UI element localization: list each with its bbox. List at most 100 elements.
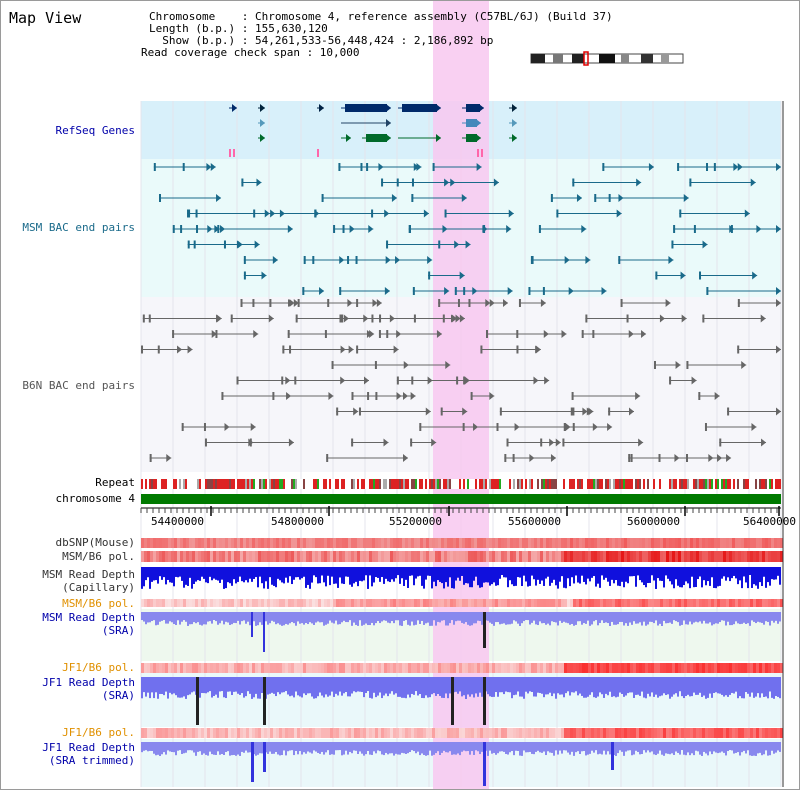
depth-bar bbox=[563, 742, 565, 751]
depth-bar bbox=[763, 612, 765, 625]
depth-bar bbox=[231, 567, 233, 586]
depth-bar bbox=[381, 742, 383, 755]
heat-cell bbox=[624, 728, 627, 738]
gene-arrow bbox=[386, 104, 391, 112]
repeat-mark bbox=[215, 479, 217, 489]
depth-bar bbox=[233, 677, 235, 692]
heat-cell bbox=[657, 663, 660, 673]
depth-bar bbox=[653, 742, 655, 755]
depth-bar bbox=[649, 612, 651, 622]
track-label-b6n-bac[interactable]: B6N BAC end pairs bbox=[22, 379, 135, 392]
depth-bar bbox=[327, 612, 329, 624]
repeat-mark bbox=[597, 479, 599, 489]
depth-bar bbox=[173, 567, 175, 587]
depth-bar bbox=[491, 612, 493, 624]
heat-cell bbox=[189, 551, 192, 562]
repeat-mark bbox=[575, 479, 577, 489]
bac-end bbox=[172, 330, 175, 338]
depth-bar bbox=[557, 677, 559, 694]
depth-bar bbox=[771, 567, 773, 580]
depth-bar bbox=[443, 612, 445, 621]
bac-end bbox=[328, 392, 334, 400]
heat-cell bbox=[288, 599, 291, 607]
repeat-mark bbox=[703, 479, 705, 489]
depth-bar bbox=[235, 567, 237, 584]
depth-bar bbox=[385, 742, 387, 753]
depth-bar bbox=[187, 567, 189, 586]
track-label-msm-read-depth-capillary: MSM Read Depth (Capillary) bbox=[42, 568, 135, 594]
heat-cell bbox=[141, 728, 144, 738]
depth-bar bbox=[195, 742, 197, 756]
depth-bar bbox=[771, 612, 773, 621]
bac-end bbox=[181, 423, 184, 431]
gene-exon bbox=[466, 119, 477, 127]
heat-cell bbox=[762, 599, 765, 607]
heat-cell bbox=[726, 551, 729, 562]
heat-cell bbox=[738, 599, 741, 607]
depth-bar bbox=[211, 742, 213, 755]
bac-end bbox=[288, 299, 294, 307]
bac-end bbox=[454, 240, 460, 249]
track-label-refseq-genes[interactable]: RefSeq Genes bbox=[55, 124, 135, 137]
repeat-mark bbox=[189, 479, 191, 489]
repeat-mark bbox=[689, 479, 691, 489]
depth-bar bbox=[493, 567, 495, 583]
depth-bar bbox=[631, 612, 633, 625]
heat-cell bbox=[723, 551, 726, 562]
gene-exon bbox=[366, 134, 387, 142]
heat-cell bbox=[693, 663, 696, 673]
bac-end bbox=[413, 163, 419, 171]
depth-bar bbox=[499, 677, 501, 693]
bac-end bbox=[427, 256, 433, 264]
depth-bar bbox=[653, 567, 655, 581]
track-label-msm-b6-pol-sra: MSM/B6 pol. bbox=[62, 597, 135, 610]
depth-bar bbox=[331, 742, 333, 755]
depth-bar bbox=[343, 742, 345, 755]
bac-end bbox=[673, 225, 676, 233]
depth-bar bbox=[615, 677, 617, 698]
repeat-mark bbox=[305, 479, 307, 489]
depth-bar bbox=[647, 612, 649, 625]
repeat-mark bbox=[457, 479, 459, 489]
depth-bar bbox=[175, 677, 177, 696]
heat-cell bbox=[249, 538, 252, 548]
heat-cell bbox=[486, 728, 489, 738]
repeat-mark bbox=[627, 479, 629, 489]
heat-cell bbox=[738, 551, 741, 562]
depth-bar bbox=[447, 612, 449, 626]
depth-bar bbox=[769, 567, 771, 586]
heat-cell bbox=[657, 599, 660, 607]
repeat-mark bbox=[453, 479, 455, 489]
heat-cell bbox=[564, 663, 567, 673]
depth-bar bbox=[321, 612, 323, 623]
heat-cell bbox=[228, 551, 231, 562]
depth-bar bbox=[205, 677, 207, 694]
depth-bar bbox=[735, 677, 737, 692]
depth-bar bbox=[269, 612, 271, 624]
depth-bar bbox=[305, 677, 307, 696]
heat-cell bbox=[633, 663, 636, 673]
heat-cell bbox=[501, 538, 504, 548]
depth-bar bbox=[431, 612, 433, 626]
heat-cell bbox=[381, 728, 384, 738]
heat-cell bbox=[186, 599, 189, 607]
heat-cell bbox=[258, 663, 261, 673]
bac-end bbox=[149, 454, 152, 462]
depth-bar bbox=[301, 742, 303, 755]
depth-bar bbox=[345, 567, 347, 577]
heat-cell bbox=[351, 728, 354, 738]
depth-bar bbox=[417, 567, 419, 577]
depth-bar bbox=[409, 742, 411, 752]
repeat-mark bbox=[409, 479, 411, 489]
heat-cell bbox=[339, 551, 342, 562]
track-label-msm-bac[interactable]: MSM BAC end pairs bbox=[22, 221, 135, 234]
heat-cell bbox=[321, 663, 324, 673]
depth-bar bbox=[537, 677, 539, 693]
depth-bar bbox=[499, 567, 501, 579]
heat-cell bbox=[198, 728, 201, 738]
depth-bar bbox=[309, 612, 311, 623]
repeat-mark bbox=[769, 479, 771, 489]
depth-bar bbox=[155, 677, 157, 693]
depth-bar bbox=[763, 677, 765, 697]
depth-bar bbox=[391, 612, 393, 622]
